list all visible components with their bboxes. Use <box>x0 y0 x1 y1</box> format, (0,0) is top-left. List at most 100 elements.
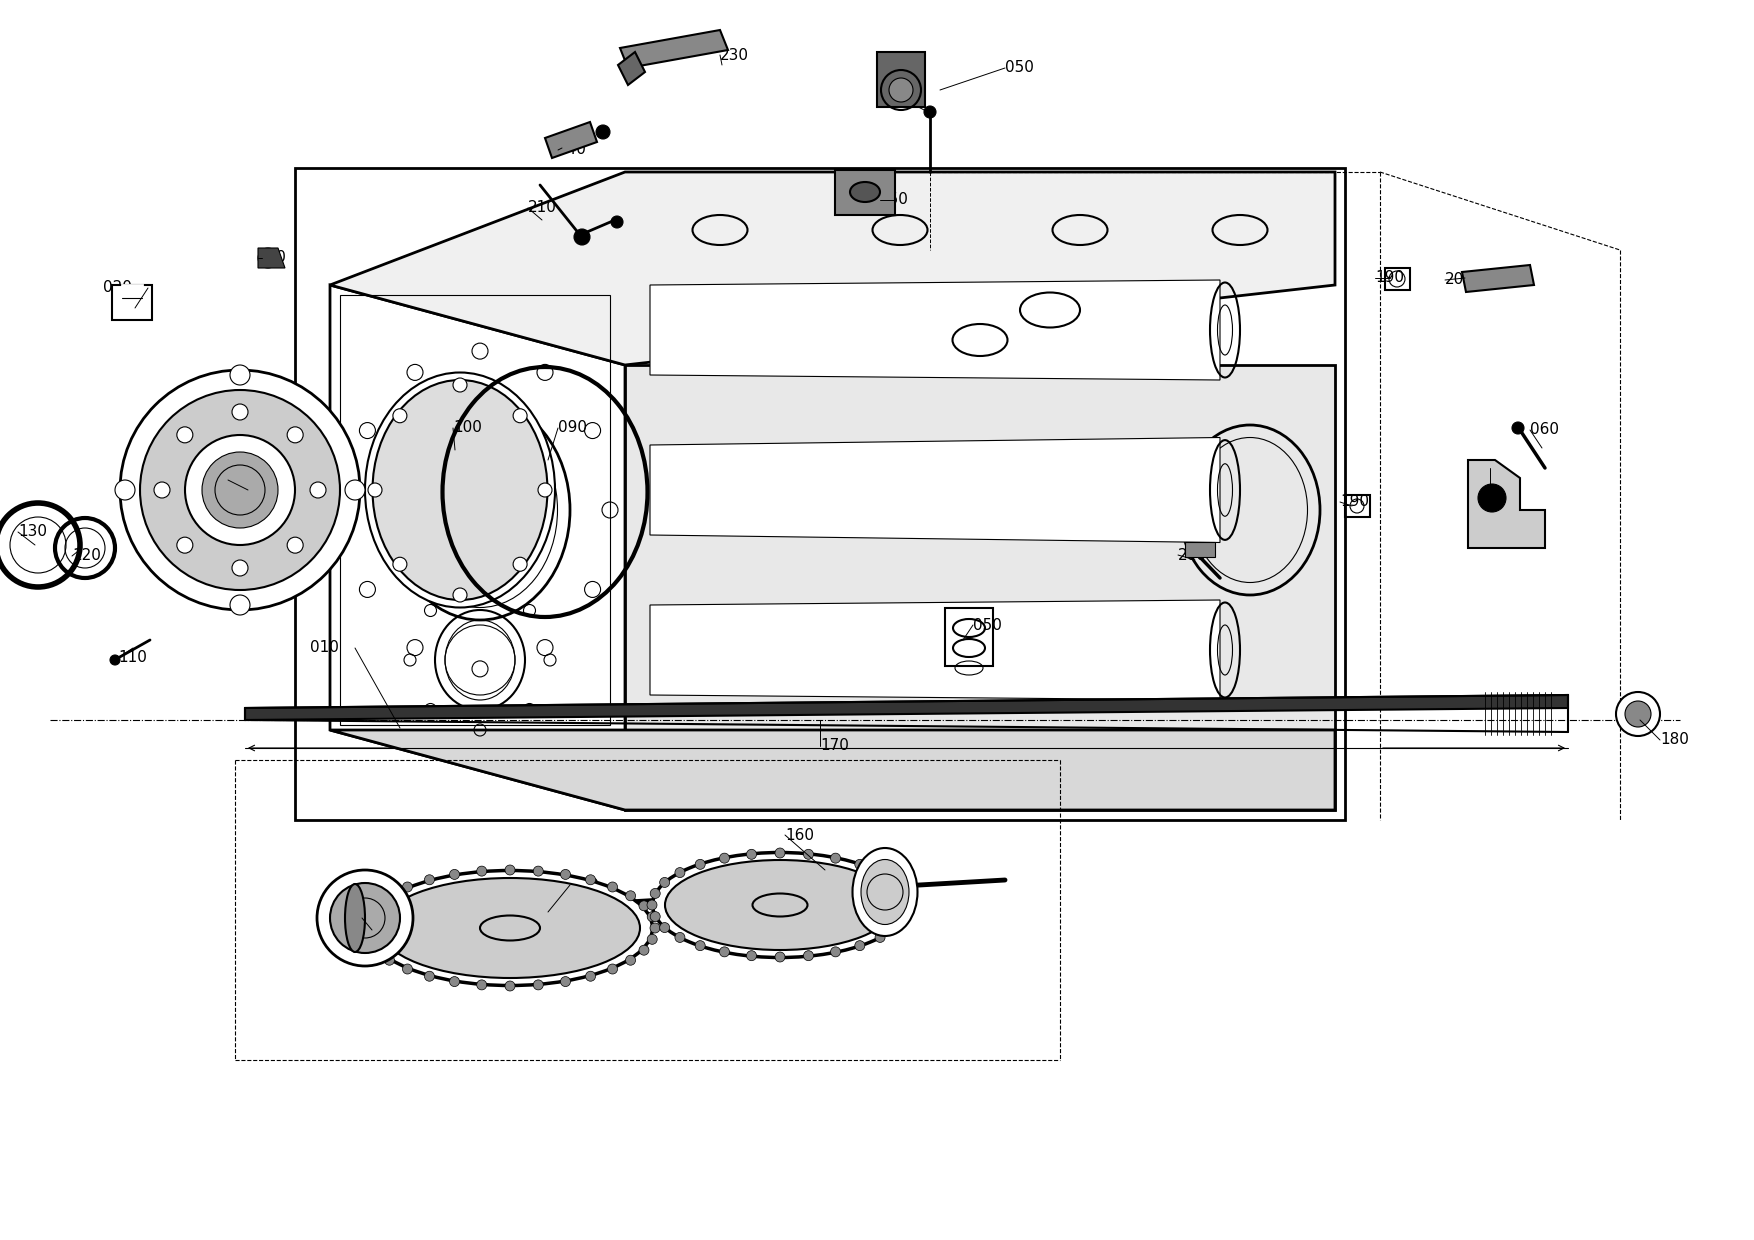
Circle shape <box>747 951 756 961</box>
Circle shape <box>803 951 814 961</box>
Polygon shape <box>619 30 728 68</box>
Text: 190: 190 <box>1340 495 1370 510</box>
Text: 210: 210 <box>528 201 556 216</box>
Circle shape <box>402 963 412 973</box>
Bar <box>835 170 895 215</box>
Circle shape <box>854 859 865 869</box>
Polygon shape <box>651 280 1221 379</box>
Polygon shape <box>112 285 153 320</box>
Text: 050: 050 <box>973 618 1002 632</box>
Circle shape <box>514 557 528 572</box>
Text: 130: 130 <box>18 525 47 539</box>
Polygon shape <box>246 694 1568 720</box>
Circle shape <box>889 78 914 102</box>
Circle shape <box>402 882 412 892</box>
Circle shape <box>449 869 460 879</box>
Circle shape <box>900 911 910 921</box>
Circle shape <box>891 923 900 932</box>
Polygon shape <box>258 248 284 268</box>
Text: 150: 150 <box>570 878 598 893</box>
Circle shape <box>1512 422 1524 434</box>
Circle shape <box>638 900 649 911</box>
Circle shape <box>831 853 840 863</box>
Circle shape <box>384 955 395 965</box>
Circle shape <box>154 482 170 498</box>
Ellipse shape <box>665 861 895 950</box>
Circle shape <box>903 900 914 910</box>
Ellipse shape <box>861 859 909 925</box>
Bar <box>1386 268 1410 290</box>
Bar <box>340 295 610 725</box>
Circle shape <box>647 911 658 921</box>
Circle shape <box>875 868 886 878</box>
Polygon shape <box>295 167 1345 820</box>
Text: 050: 050 <box>1005 61 1033 76</box>
Text: 170: 170 <box>821 739 849 754</box>
Bar <box>945 608 993 666</box>
Circle shape <box>607 882 617 892</box>
Circle shape <box>626 890 635 900</box>
Polygon shape <box>330 172 1335 365</box>
Text: 020: 020 <box>103 280 132 295</box>
Text: 200: 200 <box>1445 273 1473 288</box>
Circle shape <box>232 560 247 577</box>
Circle shape <box>719 853 730 863</box>
Circle shape <box>384 890 395 900</box>
Circle shape <box>449 977 460 987</box>
Text: 190: 190 <box>1375 270 1403 285</box>
Circle shape <box>747 849 756 859</box>
Circle shape <box>775 952 786 962</box>
Circle shape <box>360 923 370 932</box>
Ellipse shape <box>365 372 554 608</box>
Circle shape <box>538 484 553 497</box>
Circle shape <box>586 971 596 981</box>
Text: 090: 090 <box>558 420 588 435</box>
Circle shape <box>424 971 435 981</box>
Text: 100: 100 <box>453 420 482 435</box>
Polygon shape <box>1468 460 1545 548</box>
Text: 180: 180 <box>1659 733 1689 748</box>
Text: 230: 230 <box>719 47 749 62</box>
Circle shape <box>607 963 617 973</box>
Circle shape <box>651 911 660 921</box>
Text: 240: 240 <box>558 143 588 157</box>
Circle shape <box>626 955 635 965</box>
Circle shape <box>719 947 730 957</box>
Circle shape <box>363 911 374 921</box>
Circle shape <box>660 923 670 932</box>
Circle shape <box>393 409 407 423</box>
Circle shape <box>651 888 660 899</box>
Polygon shape <box>545 122 596 157</box>
Circle shape <box>660 878 670 888</box>
Circle shape <box>900 888 910 899</box>
Ellipse shape <box>851 182 881 202</box>
Circle shape <box>675 932 684 942</box>
Circle shape <box>561 977 570 987</box>
Circle shape <box>288 537 303 553</box>
Circle shape <box>372 900 381 911</box>
Circle shape <box>505 981 516 991</box>
Circle shape <box>363 934 374 945</box>
Circle shape <box>368 484 382 497</box>
Circle shape <box>317 870 412 966</box>
Circle shape <box>647 900 658 910</box>
Circle shape <box>695 859 705 869</box>
Circle shape <box>1479 484 1507 512</box>
Circle shape <box>202 453 277 528</box>
Circle shape <box>111 655 119 665</box>
Ellipse shape <box>346 884 365 952</box>
Text: 110: 110 <box>118 651 147 666</box>
Text: 140: 140 <box>330 923 360 937</box>
Circle shape <box>831 947 840 957</box>
Circle shape <box>775 848 786 858</box>
Circle shape <box>184 435 295 546</box>
Bar <box>1186 542 1216 557</box>
Circle shape <box>330 883 400 954</box>
Circle shape <box>477 980 486 990</box>
Text: 250: 250 <box>881 192 909 207</box>
Polygon shape <box>330 285 624 810</box>
Circle shape <box>116 480 135 500</box>
Circle shape <box>533 980 544 990</box>
Circle shape <box>610 216 623 228</box>
Text: 160: 160 <box>786 827 814 842</box>
